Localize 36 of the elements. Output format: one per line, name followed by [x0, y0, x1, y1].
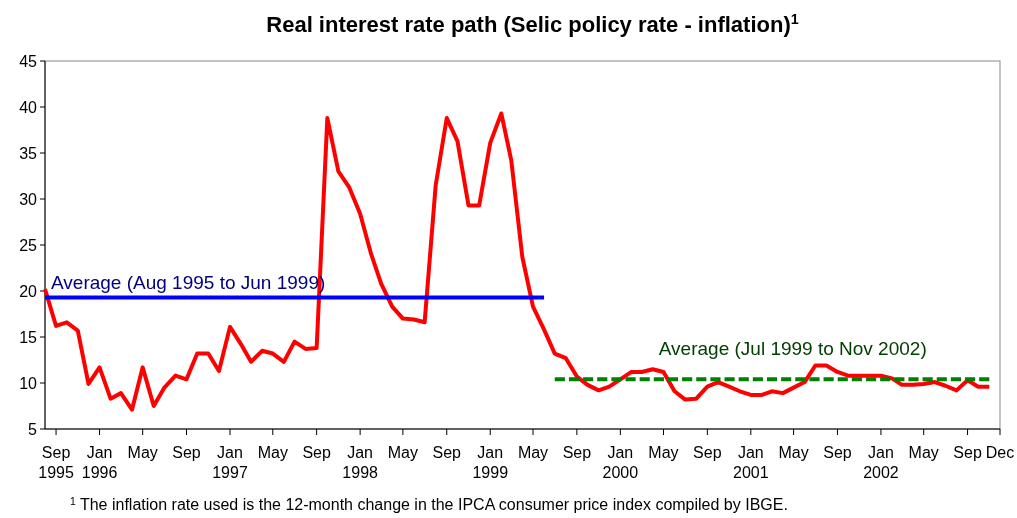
- text: $^{1}$ The inflation rate used is the 12-month change in the IPCA consumer price index compiled by IBGE.: [70, 495, 788, 513]
- x-tick-label: Sep: [302, 444, 331, 461]
- y-tick-label: 30: [19, 190, 38, 208]
- y-tick-label: 45: [19, 52, 38, 70]
- x-tick-label: May: [778, 444, 809, 461]
- y-tick-label: 25: [19, 236, 38, 254]
- x-tick-label: May: [127, 444, 158, 461]
- x-tick-label: Sep: [562, 444, 592, 461]
- x-tick-label: May: [648, 444, 679, 461]
- x-tick-label: Sep: [693, 444, 722, 461]
- annotation: Average (Jul 1999 to Nov 2002): [658, 338, 927, 360]
- y-tick-label: 40: [19, 98, 38, 116]
- chart-title: Real interest rate path (Selic policy rate - inflation)$^{1}$: [266, 11, 799, 37]
- line-series: [43, 111, 992, 412]
- x-tick-label: Sep: [823, 444, 852, 461]
- x-tick-label: Sep 1995: [38, 444, 74, 481]
- x-tick-label: Sep: [432, 444, 462, 461]
- x-tick-label: May: [908, 444, 939, 461]
- x-tick-label: Jan 1999: [472, 444, 509, 481]
- y-tick-label: 20: [19, 282, 38, 300]
- x-tick-label: May: [517, 444, 549, 461]
- x-tick-label: Sep: [953, 444, 982, 461]
- x-tick-label: Jan 2000: [602, 444, 639, 481]
- x-tick-label: Jan 1997: [212, 444, 248, 481]
- x-tick-label: Jan 2002: [863, 444, 899, 481]
- y-tick-label: 10: [19, 374, 38, 392]
- y-tick-label: 35: [19, 144, 38, 162]
- y-tick-label: 15: [19, 328, 38, 346]
- x-tick-label: Jan 2001: [733, 444, 769, 481]
- y-tick-label: 5: [28, 420, 38, 438]
- x-tick-label: May: [387, 444, 419, 461]
- x-tick-label: Jan 1998: [342, 444, 379, 481]
- x-tick-label: Jan 1996: [81, 444, 118, 481]
- x-tick-label: Dec: [985, 444, 1015, 461]
- x-tick-label: Sep: [172, 444, 201, 461]
- x-tick-label: May: [257, 444, 288, 461]
